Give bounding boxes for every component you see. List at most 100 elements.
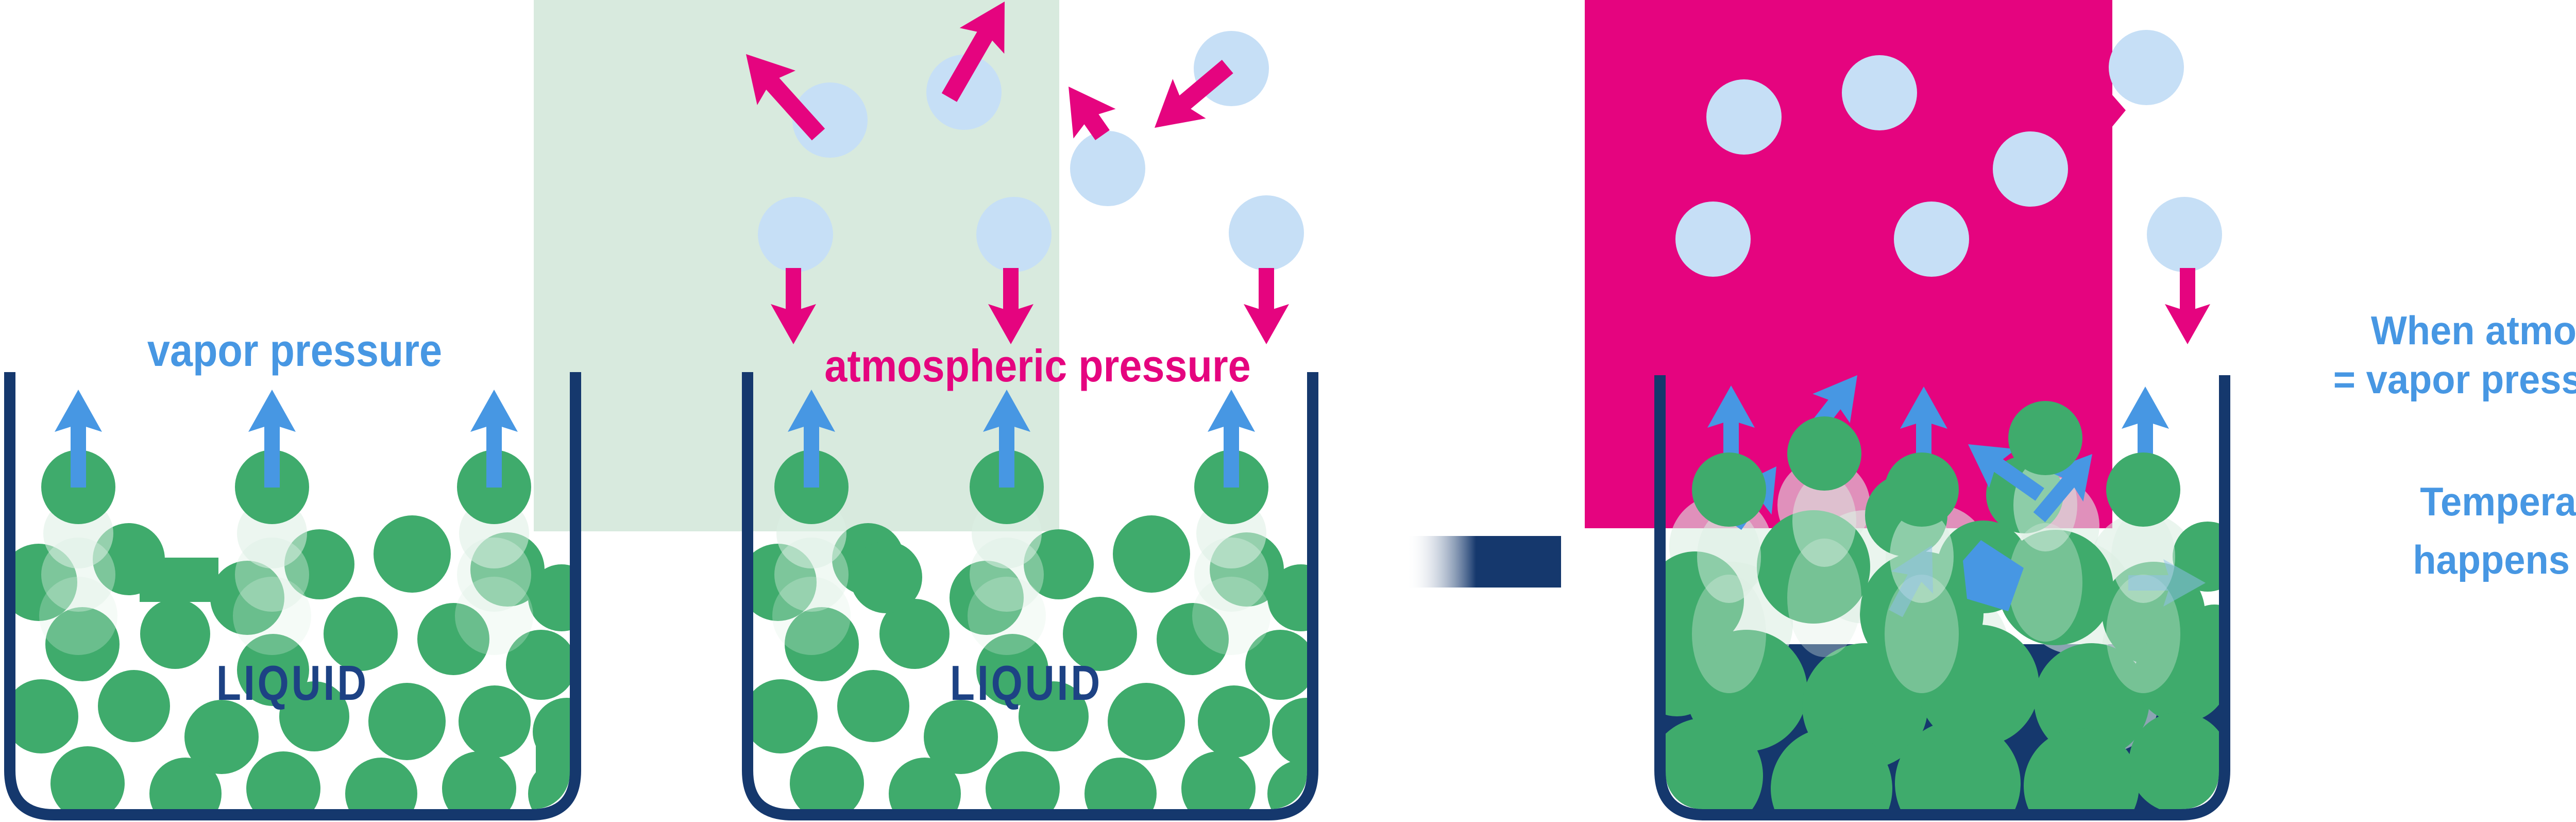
evaporation-trail (1692, 575, 1766, 693)
pushback-arrowhead (2111, 94, 2126, 128)
gas-molecule (1675, 202, 1751, 277)
liquid-molecule (924, 700, 998, 774)
evaporation-trail (41, 538, 115, 612)
liquid-molecule (1245, 630, 1307, 700)
caption-line-2: = vapor pressure the liquid boils (2333, 357, 2576, 402)
liquid-molecule (837, 670, 909, 742)
beaker-vapor (4, 372, 581, 820)
vapor-pressure-label: vapor pressure (147, 325, 442, 376)
liquid-molecule (1113, 515, 1190, 593)
escaping-molecule (1692, 452, 1766, 527)
liquid-molecule (140, 558, 218, 602)
liquid-molecule (442, 751, 516, 809)
evaporation-trail (774, 538, 849, 612)
liquid-molecule (1181, 751, 1256, 809)
evaporation-trail (2106, 575, 2180, 693)
gas-molecule (2109, 30, 2184, 105)
atmospheric-pressure-arrow (746, 54, 825, 141)
evaporation-trail (1194, 538, 1268, 612)
gas-molecule (1706, 79, 1782, 155)
liquid-molecule (1019, 681, 1089, 751)
vapor-pressure-arrow (1889, 545, 1934, 617)
liquid-molecule (345, 758, 417, 809)
liquid-molecule (459, 685, 531, 758)
liquid-label-middle: LIQUID (950, 656, 1103, 711)
equals-bar (1406, 536, 1561, 588)
liquid-molecule (879, 599, 950, 669)
caption-line-1: When atmospheric pressure (2371, 308, 2576, 353)
liquid-middle (753, 515, 1307, 809)
vapor-pressure-arrow (2128, 559, 2206, 607)
evaporation-trail (968, 577, 1046, 655)
evaporation-trail (1787, 539, 1861, 657)
liquid-molecule (790, 746, 864, 809)
boiling-blob (1771, 728, 1892, 809)
evaporation-trail (1192, 577, 1270, 655)
evaporation-trail (1885, 575, 1959, 693)
boiling-blob (2182, 605, 2219, 668)
boiling-blob (2024, 728, 2139, 809)
liquid-molecule (140, 599, 210, 669)
turbulence-shape (1963, 540, 2024, 611)
atmospheric-pressure-label: atmospheric pressure (824, 340, 1250, 391)
atmospheric-pressure-arrow (1069, 87, 1116, 140)
vapor-pressure-arrow (983, 390, 1030, 488)
boiling-blob (2173, 522, 2219, 592)
evaporation-trail (235, 538, 309, 612)
liquid-molecule (15, 679, 78, 753)
vapor-pressure-arrow (788, 390, 835, 488)
beaker-equilibrium (742, 372, 1318, 820)
liquid-molecule (324, 597, 398, 671)
vapor-pressure-arrow (2122, 387, 2169, 482)
liquid-molecule (1157, 603, 1229, 675)
evaporation-trail (772, 577, 851, 655)
escaping-molecule (1885, 452, 1959, 527)
vapor-pressure-arrow (1900, 387, 1947, 482)
evaporation-trail (39, 577, 117, 655)
gas-molecule (1842, 55, 1917, 130)
atmospheric-pressure-arrow (1155, 60, 1233, 128)
liquid-molecule (279, 681, 349, 751)
escaping-molecule (2008, 401, 2082, 475)
escaping-molecule (1787, 416, 1861, 491)
vapor-pressure-arrow (1707, 385, 1755, 481)
boiling-blob (1666, 634, 1718, 716)
evaporation-trail (2008, 523, 2082, 642)
liquid-molecule (785, 607, 859, 681)
liquid-molecule (184, 700, 259, 774)
liquid-molecule (753, 679, 818, 753)
boiling-blob (1918, 625, 2039, 746)
liquid-molecule (210, 561, 284, 635)
liquid-molecule (50, 746, 125, 809)
evaporation-trail (970, 538, 1044, 612)
caption-line-3: Temperature when this (2420, 479, 2576, 524)
liquid-molecule (374, 515, 451, 593)
gas-molecule (758, 197, 833, 272)
evaporation-trail (457, 538, 531, 612)
gas-molecule (1993, 131, 2068, 207)
atmospheric-pressure-arrow (988, 268, 1033, 344)
liquid-molecule (950, 561, 1024, 635)
liquid-molecule (1272, 698, 1307, 766)
gas-molecule (926, 55, 1002, 130)
liquid-molecule (528, 564, 570, 631)
evaporation-trail (455, 577, 533, 655)
liquid-molecule (986, 751, 1060, 809)
gas-molecule (1894, 202, 1969, 277)
boiling-blob (1895, 720, 2021, 809)
liquid-molecule (1084, 758, 1157, 809)
vapor-pressure-arrow (1968, 444, 2044, 501)
boiling-blob (2034, 643, 2149, 759)
atmospheric-pressure-arrow (941, 2, 1005, 102)
liquid-molecule (850, 541, 922, 613)
liquid-molecule (149, 758, 222, 809)
evaporation-trail (1792, 474, 1856, 567)
evaporation-trail (233, 577, 311, 655)
liquid-molecule (1108, 683, 1185, 760)
caption-line-4: happens = boiling point (2413, 538, 2576, 582)
liquid-label-left: LIQUID (216, 656, 369, 711)
liquid-molecule (368, 683, 446, 760)
